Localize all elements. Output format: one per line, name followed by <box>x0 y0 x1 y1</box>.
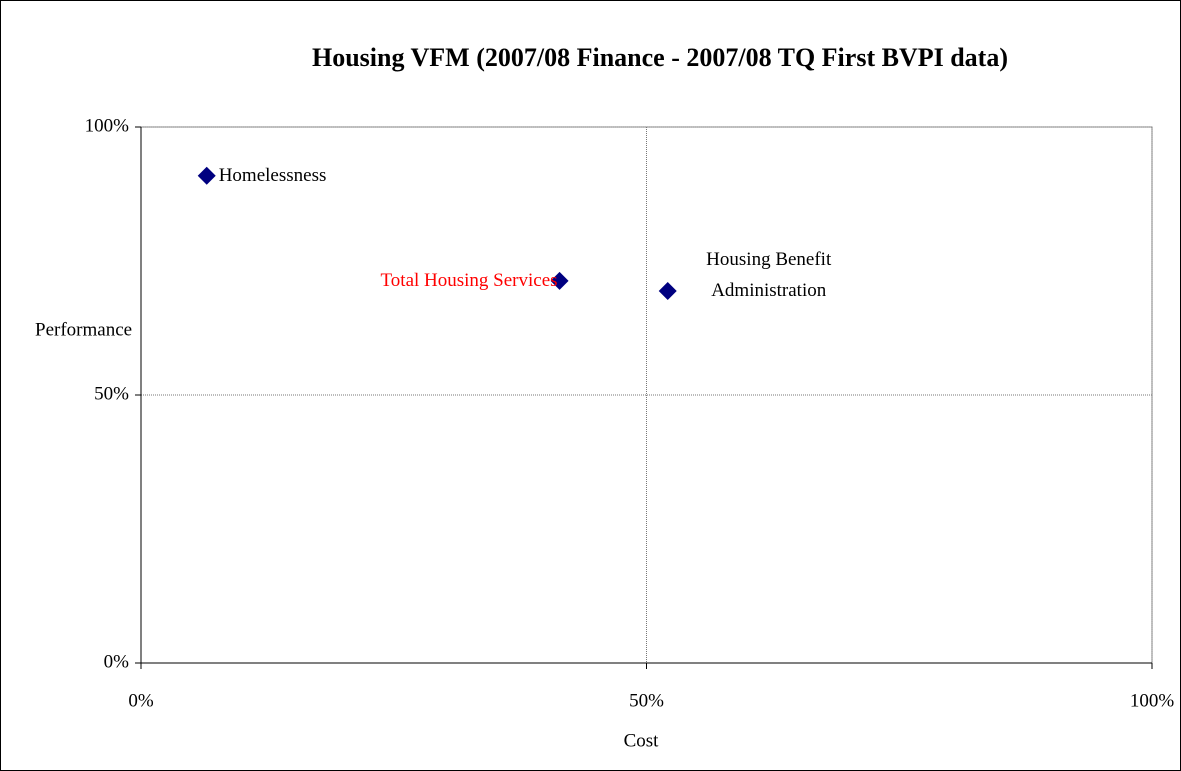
x-tick-label: 0% <box>128 690 154 711</box>
x-tick-label: 50% <box>629 690 664 711</box>
chart-title: Housing VFM (2007/08 Finance - 2007/08 T… <box>312 43 1008 72</box>
point-label: Housing Benefit Administration <box>706 249 832 302</box>
y-axis-label: Performance <box>35 319 132 340</box>
x-axis-label: Cost <box>624 730 660 751</box>
point-label-box: Total Housing Services <box>380 269 558 291</box>
point-label: Homelessness <box>218 164 327 186</box>
point <box>550 271 569 290</box>
y-tick-label: 100% <box>85 115 130 136</box>
y-tick-label: 0% <box>104 651 130 672</box>
point-label-box: Housing Benefit Administration <box>706 249 832 302</box>
point-label: Total Housing Services <box>380 269 558 291</box>
y-tick-label: 50% <box>94 383 129 404</box>
point <box>197 166 216 185</box>
x-tick-label: 100% <box>1130 690 1175 711</box>
point <box>658 282 677 301</box>
point-label-box: Homelessness <box>218 164 327 186</box>
